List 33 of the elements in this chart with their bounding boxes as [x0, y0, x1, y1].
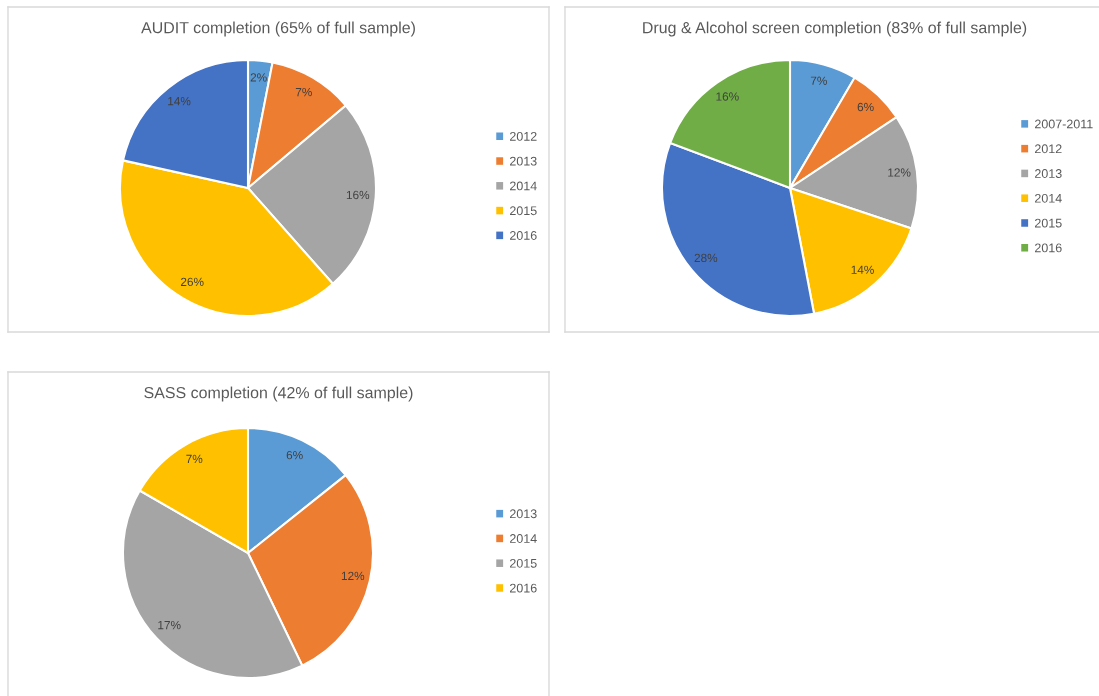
- data-label: 7%: [186, 454, 203, 464]
- legend-label: 2013: [1035, 169, 1062, 178]
- legend-label: 2016: [510, 231, 537, 240]
- legend-label: 2016: [1035, 243, 1062, 253]
- legend-label: 2015: [510, 206, 537, 216]
- legend-label: 2012: [1035, 144, 1062, 154]
- legend-label: 2013: [510, 509, 537, 519]
- chart-title: SASS completion (42% of full sample): [144, 386, 413, 402]
- data-label: 14%: [168, 97, 191, 106]
- chart-title: Drug & Alcohol screen completion (83% of full sample): [643, 21, 1027, 37]
- data-label: 7%: [295, 87, 312, 97]
- legend-label: 2015: [510, 558, 537, 568]
- data-label: 16%: [346, 190, 370, 200]
- legend-label: 2013: [510, 156, 537, 166]
- legend-label: 2007-2011: [1035, 119, 1093, 129]
- data-label: 12%: [888, 168, 911, 177]
- data-label: 16%: [716, 92, 739, 101]
- legend-label: 2014: [510, 534, 537, 543]
- data-label: 6%: [286, 450, 303, 460]
- chart-title: AUDIT completion (65% of full sample): [141, 21, 415, 37]
- legend-label: 2014: [1035, 193, 1062, 203]
- data-label: 14%: [851, 265, 874, 274]
- data-label: 7%: [810, 76, 827, 85]
- legend-label: 2012: [510, 131, 537, 141]
- data-label: 28%: [694, 253, 718, 263]
- legend-label: 2016: [510, 583, 537, 593]
- legend-label: 2014: [510, 181, 537, 191]
- data-label: 6%: [857, 102, 874, 112]
- data-label: 17%: [158, 620, 181, 630]
- legend-label: 2015: [1035, 218, 1062, 228]
- data-label: 2%: [250, 73, 267, 82]
- data-label: 12%: [341, 571, 365, 581]
- data-label: 26%: [180, 277, 204, 287]
